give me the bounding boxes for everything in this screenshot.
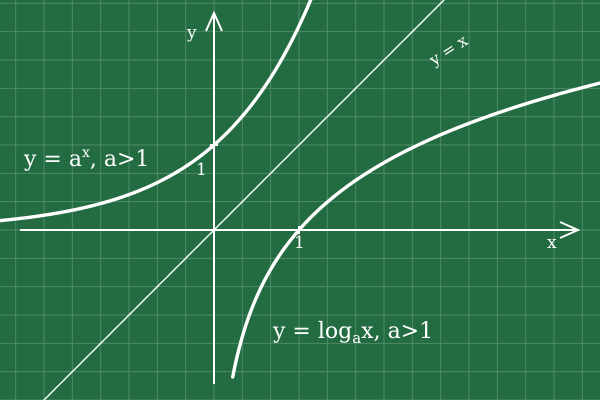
x-axis-arrow [559,221,581,239]
x-axis-label: x [547,233,557,253]
exponential-label-exponent: x [82,145,90,161]
logarithm-label: y = logax, a>1 [272,319,433,347]
y-axis-label: y [186,23,197,43]
y-tick-label-one: 1 [196,160,207,180]
logarithm-label-base: a [352,329,361,347]
exponential-curve [0,0,313,223]
y-axis-arrow [205,10,223,32]
exponential-label-tail: , a>1 [90,147,150,172]
exponential-label-main: y = a [23,147,82,172]
logarithm-curve [231,81,600,379]
x-tick-label-one: 1 [294,233,305,253]
exponential-label: y = ax, a>1 [23,145,149,172]
logarithm-label-main: y = log [272,319,352,344]
logarithm-label-tail: x, a>1 [361,319,433,344]
identity-label: y = x [425,31,471,70]
